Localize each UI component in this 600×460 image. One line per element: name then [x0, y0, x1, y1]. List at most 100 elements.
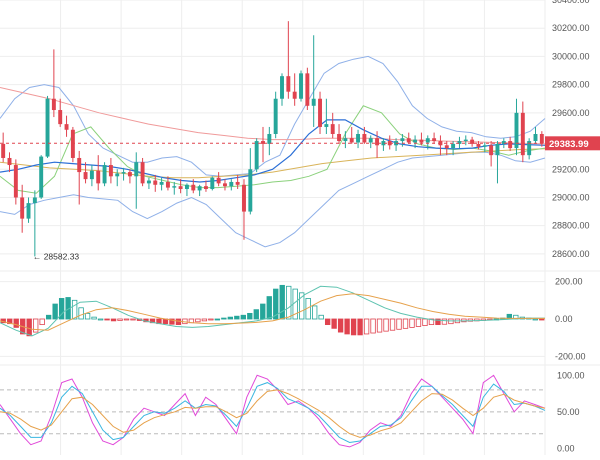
candle-body — [520, 112, 525, 156]
macd-histogram-bar — [273, 288, 279, 320]
candle-body — [444, 145, 449, 149]
macd-histogram-bar — [350, 318, 357, 336]
candle-body — [356, 134, 361, 143]
candle-body — [318, 98, 322, 127]
price-tick-label: 28800.00 — [552, 221, 590, 231]
candle-body — [121, 172, 126, 174]
candle-body — [432, 138, 437, 142]
candle-body — [305, 73, 310, 106]
candle-body — [337, 134, 342, 142]
candle-body — [292, 91, 297, 99]
candle-body — [533, 134, 538, 142]
macd-histogram-bar — [376, 318, 383, 333]
price-tick-label: 29800.00 — [552, 80, 590, 90]
price-axis: 30400.00 30200.00 30000.00 29800.00 29600.00… — [545, 0, 600, 453]
price-tick-label: 30200.00 — [552, 23, 590, 33]
macd-histogram-bar — [344, 318, 350, 335]
low-price-annotation: ← 28582.33 — [33, 251, 80, 261]
candle-body — [210, 177, 215, 190]
macd-histogram-bar — [422, 318, 428, 326]
macd-histogram-bar — [324, 318, 331, 326]
candle-body — [451, 143, 456, 149]
macd-histogram-bar — [539, 318, 545, 321]
candle-body — [375, 138, 380, 146]
macd-histogram-bar — [415, 318, 422, 327]
candle-body — [223, 183, 227, 187]
macd-histogram-bar — [402, 318, 409, 329]
candle-body — [172, 186, 177, 188]
candle-body — [501, 141, 506, 144]
macd-tick-label: 0.00 — [555, 314, 573, 324]
macd-histogram-bar — [331, 318, 337, 329]
candle-body — [1, 143, 6, 158]
macd-histogram-bar — [52, 303, 58, 320]
candle-body — [400, 138, 405, 142]
candle-body — [413, 139, 418, 143]
candle-body — [387, 141, 392, 146]
macd-histogram-bar — [435, 318, 441, 326]
macd-tick-label: -200.00 — [555, 351, 586, 361]
price-tick-label: 29200.00 — [552, 164, 590, 174]
macd-histogram-bar — [195, 318, 201, 323]
macd-histogram-bar — [58, 298, 65, 320]
last-price-tag — [545, 136, 600, 151]
stoch-slow-line — [0, 389, 546, 438]
macd-histogram-bar — [227, 316, 233, 320]
candle-body — [457, 141, 462, 144]
price-tick-label: 28600.00 — [552, 249, 590, 259]
candle-body — [343, 138, 348, 142]
candle-body — [299, 73, 303, 99]
candle-body — [51, 98, 56, 111]
macd-histogram-bar — [13, 318, 19, 328]
candle-body — [115, 173, 120, 177]
last-price-label: 29383.99 — [549, 139, 589, 150]
ema-short-line — [0, 105, 546, 194]
candle-body — [191, 184, 196, 191]
macd-histogram-bar — [357, 318, 363, 336]
candle-body — [134, 162, 139, 177]
macd-histogram-bar — [409, 318, 415, 328]
bollinger-upper-line — [0, 55, 546, 177]
candle-body — [463, 139, 468, 142]
candle-body — [419, 139, 424, 143]
macd-histogram-bar — [221, 317, 227, 320]
macd-histogram-bar — [337, 318, 344, 333]
macd-histogram-bar — [383, 318, 389, 332]
candle-body — [508, 141, 513, 149]
candle-body — [248, 169, 253, 212]
macd-histogram-bar — [110, 318, 117, 322]
macd-panel — [0, 284, 545, 337]
candle-body — [286, 76, 291, 92]
candle-body — [235, 181, 240, 185]
candle-body — [470, 139, 475, 144]
macd-histogram-bar — [104, 318, 110, 321]
candle-body — [140, 162, 145, 184]
macd-histogram-bar — [363, 318, 370, 335]
macd-histogram-bar — [260, 303, 266, 320]
macd-histogram-bar — [532, 318, 538, 321]
bollinger-lower-line — [0, 151, 546, 248]
macd-histogram-bar — [91, 316, 97, 320]
macd-histogram-bar — [117, 318, 123, 321]
candle-body — [89, 170, 94, 180]
ma-slow-line — [0, 148, 546, 179]
candle-body — [20, 197, 25, 219]
macd-histogram-bar — [266, 296, 272, 320]
candle-body — [527, 141, 532, 156]
candle-body — [32, 197, 37, 204]
macd-histogram-bar — [214, 318, 221, 321]
candle-body — [406, 138, 411, 143]
macd-histogram-bar — [312, 305, 318, 320]
candle-body — [108, 165, 113, 177]
candle-body — [45, 98, 50, 157]
macd-histogram-bar — [299, 292, 305, 320]
macd-histogram-bar — [71, 299, 78, 320]
candle-body — [64, 124, 69, 130]
candle-body — [273, 98, 278, 134]
candle-body — [7, 157, 12, 166]
macd-histogram-bar — [33, 318, 39, 333]
candle-body — [58, 110, 63, 125]
